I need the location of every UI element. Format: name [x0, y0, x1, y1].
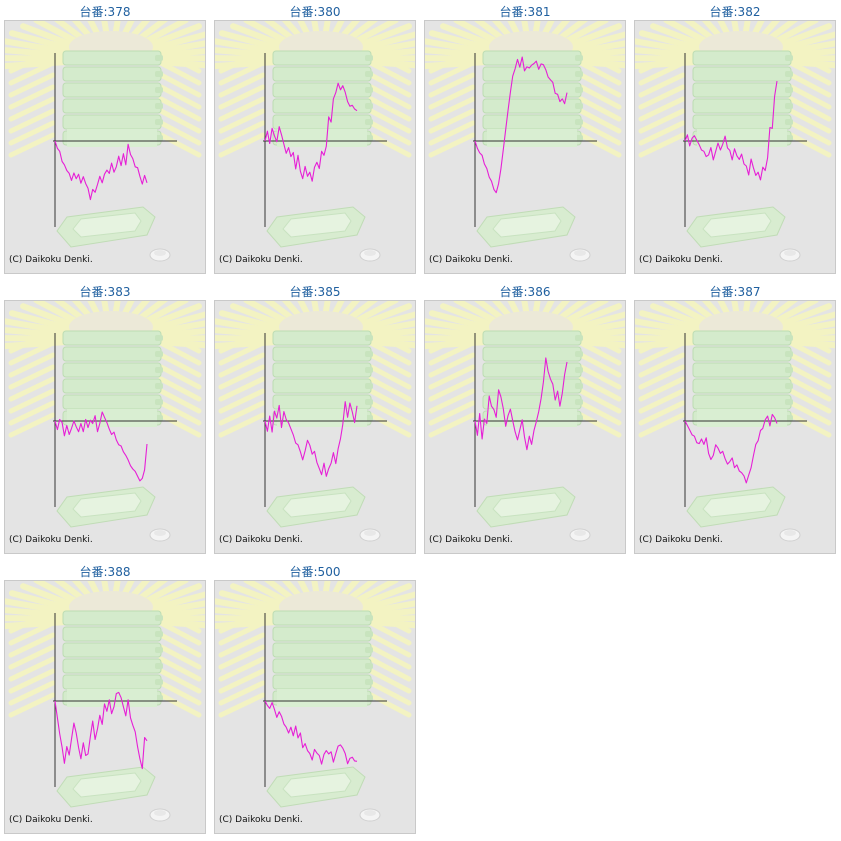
machine-card: 台番:388 (C) Daikoku Denki. — [4, 560, 206, 836]
machine-number-link[interactable]: 台番:378 — [79, 5, 131, 19]
copyright-text: (C) Daikoku Denki. — [639, 535, 723, 545]
graph-canvas — [425, 301, 625, 542]
machine-number-link[interactable]: 台番:500 — [289, 565, 341, 579]
graph-canvas — [215, 301, 415, 542]
background-illustration — [5, 21, 205, 262]
graph-canvas — [635, 301, 835, 542]
machine-card: 台番:383 (C) Daikoku Denki. — [4, 280, 206, 556]
copyright-text: (C) Daikoku Denki. — [9, 815, 93, 825]
series-line — [264, 401, 358, 477]
series-line — [264, 82, 358, 182]
copyright-text: (C) Daikoku Denki. — [429, 535, 513, 545]
machine-number-link[interactable]: 台番:386 — [499, 285, 551, 299]
slump-graph: (C) Daikoku Denki. — [424, 20, 626, 274]
graph-canvas — [5, 301, 205, 542]
machine-number-link[interactable]: 台番:382 — [709, 5, 761, 19]
series-line — [54, 411, 148, 482]
background-illustration — [5, 581, 205, 822]
series-line — [54, 140, 148, 201]
machine-card: 台番:378 (C) Daikoku Denki. — [4, 0, 206, 276]
background-illustration — [425, 21, 625, 262]
series-line — [54, 691, 148, 770]
graph-canvas — [215, 21, 415, 262]
background-illustration — [425, 301, 625, 542]
slump-graph: (C) Daikoku Denki. — [214, 20, 416, 274]
machine-card: 台番:387 (C) Daikoku Denki. — [634, 280, 836, 556]
slump-graph: (C) Daikoku Denki. — [634, 20, 836, 274]
slump-graph: (C) Daikoku Denki. — [424, 300, 626, 554]
machine-card: 台番:381 (C) Daikoku Denki. — [424, 0, 626, 276]
background-illustration — [635, 21, 835, 262]
background-illustration — [215, 301, 415, 542]
slump-graph: (C) Daikoku Denki. — [4, 20, 206, 274]
copyright-text: (C) Daikoku Denki. — [219, 255, 303, 265]
slump-graph: (C) Daikoku Denki. — [214, 300, 416, 554]
graph-canvas — [215, 581, 415, 822]
machine-card: 台番:500 (C) Daikoku Denki. — [214, 560, 416, 836]
background-illustration — [635, 301, 835, 542]
copyright-text: (C) Daikoku Denki. — [639, 255, 723, 265]
slump-graph: (C) Daikoku Denki. — [4, 300, 206, 554]
copyright-text: (C) Daikoku Denki. — [9, 535, 93, 545]
graph-canvas — [635, 21, 835, 262]
machine-number-link[interactable]: 台番:388 — [79, 565, 131, 579]
machine-number-link[interactable]: 台番:380 — [289, 5, 341, 19]
background-illustration — [215, 21, 415, 262]
graph-canvas — [5, 581, 205, 822]
slump-graph: (C) Daikoku Denki. — [214, 580, 416, 834]
machine-card: 台番:380 (C) Daikoku Denki. — [214, 0, 416, 276]
machine-card: 台番:385 (C) Daikoku Denki. — [214, 280, 416, 556]
series-line — [474, 357, 568, 451]
machine-number-link[interactable]: 台番:387 — [709, 285, 761, 299]
machine-number-link[interactable]: 台番:381 — [499, 5, 551, 19]
series-line — [264, 700, 358, 765]
slump-graph: (C) Daikoku Denki. — [4, 580, 206, 834]
copyright-text: (C) Daikoku Denki. — [219, 535, 303, 545]
machine-number-link[interactable]: 台番:383 — [79, 285, 131, 299]
series-line — [474, 56, 568, 194]
graph-canvas — [5, 21, 205, 262]
graph-canvas — [425, 21, 625, 262]
machine-card: 台番:382 (C) Daikoku Denki. — [634, 0, 836, 276]
copyright-text: (C) Daikoku Denki. — [219, 815, 303, 825]
machine-number-link[interactable]: 台番:385 — [289, 285, 341, 299]
slump-graph: (C) Daikoku Denki. — [634, 300, 836, 554]
series-line — [684, 413, 778, 484]
machine-card: 台番:386 (C) Daikoku Denki. — [424, 280, 626, 556]
copyright-text: (C) Daikoku Denki. — [429, 255, 513, 265]
copyright-text: (C) Daikoku Denki. — [9, 255, 93, 265]
series-line — [684, 81, 778, 181]
